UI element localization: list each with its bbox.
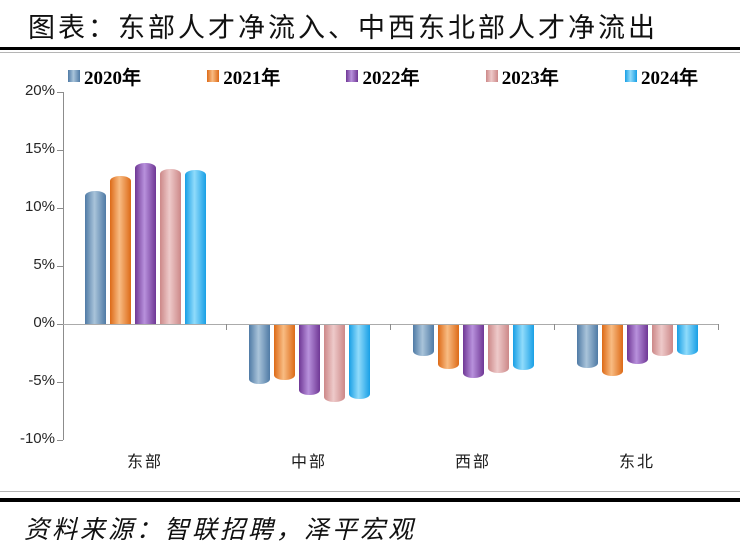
bar-西部-2022年 [462, 325, 484, 379]
x-axis-boundary-tick [554, 324, 555, 330]
legend-swatch-icon [485, 70, 498, 82]
chart-title: 图表：东部人才净流入、中西东北部人才净流出 [28, 13, 658, 43]
bar-东部-2024年 [184, 169, 206, 324]
legend-label: 2022年 [362, 67, 420, 89]
bar-东北-2024年 [676, 325, 698, 356]
y-axis-label: -10% [19, 430, 55, 447]
legend-item: 2020年 [68, 63, 141, 90]
source-note: 资料来源：智联招聘，泽平宏观 [24, 517, 417, 544]
y-axis-tick [57, 265, 63, 267]
bar-中部-2020年 [248, 325, 270, 385]
legend-swatch-icon [68, 70, 80, 82]
chart-legend: 2020年 2021年 2022年 2023年 2024年 [68, 63, 698, 90]
y-axis-tick [57, 149, 63, 151]
bar-东部-2022年 [134, 162, 156, 324]
legend-item: 2023年 [485, 63, 559, 90]
bar-中部-2022年 [298, 325, 320, 395]
zero-baseline [63, 324, 719, 325]
y-axis-tick [57, 439, 63, 441]
bar-东北-2021年 [601, 325, 623, 377]
bar-东部-2023年 [159, 168, 181, 324]
x-axis-category-label: 东北 [618, 454, 655, 471]
legend-label: 2021年 [223, 67, 281, 89]
y-axis-label: 10% [24, 198, 55, 215]
y-axis-label: 0% [33, 314, 55, 331]
legend-item: 2022年 [346, 63, 419, 90]
bar-东北-2020年 [576, 325, 598, 368]
x-axis-category-label: 中部 [290, 454, 327, 471]
bar-中部-2023年 [323, 325, 345, 402]
bar-东北-2023年 [651, 325, 673, 357]
legend-swatch-icon [346, 70, 359, 82]
y-axis-label: 20% [24, 82, 55, 99]
bar-西部-2021年 [437, 325, 459, 370]
x-axis-boundary-tick [718, 324, 719, 330]
y-axis-label: 15% [24, 140, 55, 157]
title-divider-shadow [0, 52, 740, 53]
bar-西部-2024年 [512, 325, 534, 371]
bar-东部-2020年 [84, 190, 106, 324]
bar-中部-2024年 [348, 325, 370, 400]
legend-label: 2024年 [640, 67, 698, 89]
x-axis-boundary-tick [390, 324, 391, 330]
x-axis-boundary-tick [226, 324, 227, 330]
source-divider-shadow [0, 491, 740, 492]
legend-item: 2024年 [624, 63, 698, 90]
source-divider [0, 498, 740, 502]
plot-area: 20% 15% 10% 5% 0% -5% -10% 东部 中部 西部 东北 [20, 82, 719, 471]
legend-item: 2021年 [207, 63, 280, 90]
legend-swatch-icon [207, 70, 220, 82]
bar-中部-2021年 [273, 325, 295, 380]
bar-西部-2023年 [487, 325, 509, 373]
title-divider [0, 47, 740, 50]
y-axis-tick [57, 323, 63, 325]
legend-label: 2020年 [84, 67, 142, 89]
y-axis-label: -5% [28, 372, 55, 389]
legend-swatch-icon [624, 70, 637, 82]
y-axis-tick [57, 91, 63, 93]
legend-label: 2023年 [501, 67, 559, 89]
x-axis-category-label: 西部 [454, 454, 491, 471]
y-axis-label: 5% [33, 256, 55, 273]
y-axis-tick [57, 207, 63, 209]
x-axis-category-label: 东部 [126, 454, 163, 471]
bar-东部-2021年 [109, 175, 131, 324]
y-axis-line [63, 92, 64, 440]
bar-东北-2022年 [626, 325, 648, 365]
y-axis-tick [57, 381, 63, 383]
bar-西部-2020年 [412, 325, 434, 357]
